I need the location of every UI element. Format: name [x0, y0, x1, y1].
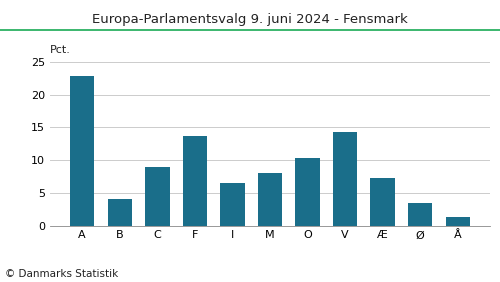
Bar [220, 183, 244, 226]
Bar [145, 167, 170, 226]
Bar [333, 132, 357, 226]
Bar [182, 136, 207, 226]
Text: Europa-Parlamentsvalg 9. juni 2024 - Fensmark: Europa-Parlamentsvalg 9. juni 2024 - Fen… [92, 13, 408, 26]
Bar [70, 76, 94, 226]
Bar [258, 173, 282, 226]
Bar [296, 158, 320, 226]
Text: © Danmarks Statistik: © Danmarks Statistik [5, 269, 118, 279]
Bar [446, 217, 470, 226]
Bar [370, 178, 395, 226]
Bar [108, 199, 132, 226]
Text: Pct.: Pct. [50, 45, 71, 56]
Bar [408, 203, 432, 226]
